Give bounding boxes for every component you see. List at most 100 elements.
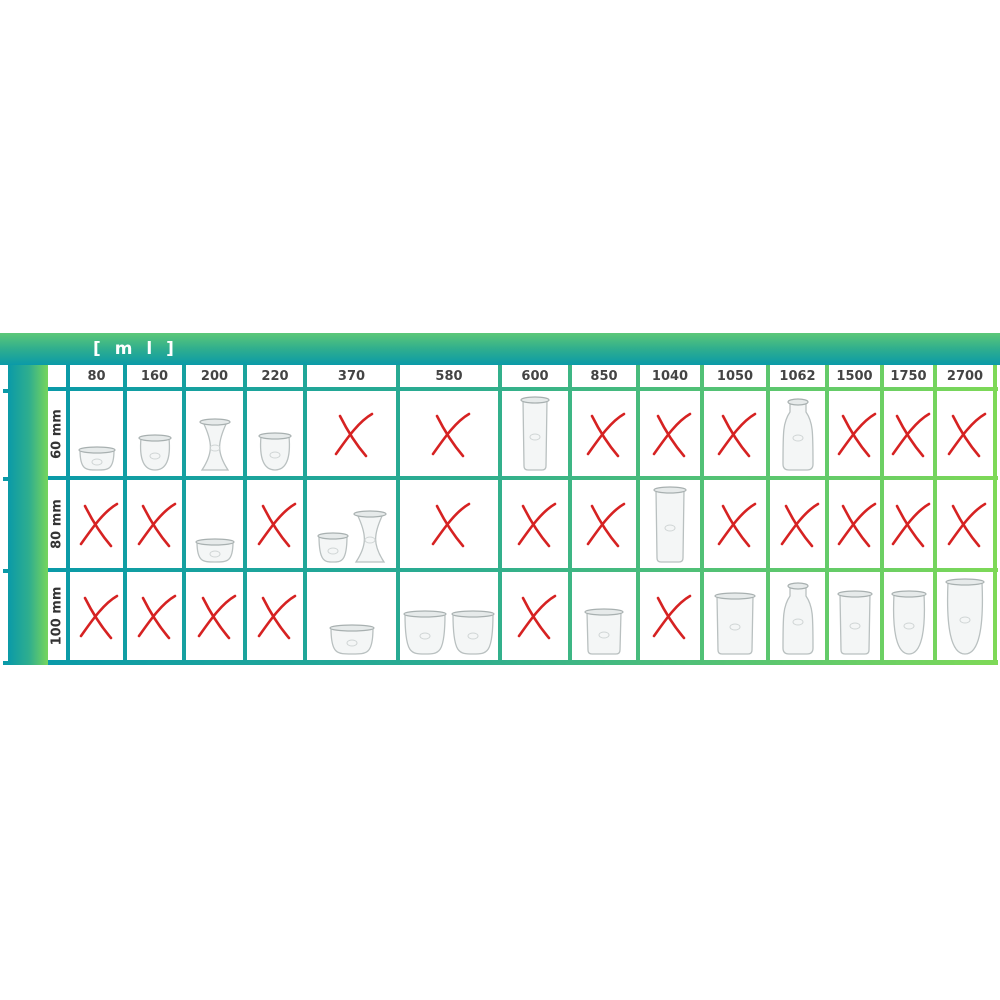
cross-icon (197, 594, 236, 640)
cross-icon (837, 412, 876, 457)
table-cell (829, 480, 880, 568)
table-cell (572, 391, 636, 476)
table-cell (186, 480, 243, 568)
row-label: 60 mm (48, 391, 66, 476)
column-header: 1040 (640, 365, 700, 387)
header-band (0, 333, 1000, 365)
column-header: 1500 (829, 365, 880, 387)
cross-icon (517, 594, 557, 640)
table-cell (502, 480, 568, 568)
column-header: 1062 (770, 365, 825, 387)
cross-icon (837, 502, 876, 548)
jar-icon (352, 510, 387, 563)
table-cell (937, 572, 993, 660)
table-cell (937, 480, 993, 568)
table-cell (502, 391, 568, 476)
row-label: 100 mm (48, 572, 66, 660)
table-cell (247, 391, 303, 476)
cross-icon (586, 502, 626, 548)
jar-icon (836, 590, 873, 655)
column-header: 1050 (704, 365, 766, 387)
row-label-text: 60 mm (49, 408, 65, 459)
table-cell (127, 391, 182, 476)
table-cell (400, 572, 498, 660)
cross-icon (257, 502, 297, 548)
cross-icon (947, 412, 987, 457)
column-edge (997, 391, 998, 476)
corner-cell (48, 365, 66, 387)
table-cell (572, 480, 636, 568)
column-header: 80 (70, 365, 123, 387)
table-cell (70, 391, 123, 476)
table-cell (127, 572, 182, 660)
table-cell (186, 391, 243, 476)
row-label-text: 100 mm (49, 586, 65, 646)
table-cell (186, 572, 243, 660)
table-cell (884, 391, 933, 476)
cross-icon (257, 594, 297, 640)
column-edge (997, 480, 998, 568)
column-edge (997, 572, 998, 660)
table-cell (770, 480, 825, 568)
table-cell (247, 572, 303, 660)
column-header: 2700 (937, 365, 993, 387)
column-header: 1750 (884, 365, 933, 387)
column-header: 850 (572, 365, 636, 387)
cross-icon (517, 502, 557, 548)
cross-icon (652, 594, 692, 640)
jar-icon (451, 610, 495, 655)
table-cell (640, 480, 700, 568)
jar-icon (198, 418, 231, 471)
table-cell (704, 572, 766, 660)
table-cell (127, 480, 182, 568)
column-header: 160 (127, 365, 182, 387)
cross-icon (586, 412, 626, 457)
table-cell (400, 391, 498, 476)
row-axis-band (8, 365, 50, 665)
jar-size-table: 80 160 200 220 370 580 600 850 1040 1050 1062 1500 1… (48, 365, 998, 665)
table-cell (572, 572, 636, 660)
cross-icon (947, 502, 987, 548)
table-cell (704, 480, 766, 568)
cross-icon (780, 502, 819, 548)
jar-icon (890, 590, 927, 655)
column-edge (997, 365, 998, 387)
jar-icon (584, 608, 624, 655)
table-cell (307, 391, 396, 476)
jar-icon (520, 396, 550, 471)
jar-icon (194, 538, 235, 563)
cross-icon (431, 502, 471, 548)
table-cell (70, 480, 123, 568)
jar-icon (403, 610, 447, 655)
jar-icon (137, 434, 172, 471)
grid-tick (3, 661, 9, 665)
row-label: 80 mm (48, 480, 66, 568)
table-cell (770, 391, 825, 476)
cross-icon (891, 412, 930, 457)
jar-icon (781, 398, 814, 471)
cross-icon (79, 502, 118, 548)
row-label-text: 80 mm (49, 499, 65, 549)
cross-icon (137, 502, 176, 548)
cross-icon (717, 412, 757, 457)
table-cell (829, 391, 880, 476)
table-cell (307, 480, 396, 568)
table-cell (884, 572, 933, 660)
unit-label: [ m l ] (93, 339, 178, 359)
table-cell (704, 391, 766, 476)
jar-icon (781, 582, 814, 655)
cross-icon (431, 412, 471, 457)
column-header: 580 (400, 365, 498, 387)
table-cell (400, 480, 498, 568)
column-header: 200 (186, 365, 243, 387)
jar-icon (653, 486, 687, 563)
jar-icon (945, 578, 985, 655)
table-cell (502, 572, 568, 660)
jar-icon (714, 592, 756, 655)
column-header: 220 (247, 365, 303, 387)
cross-icon (137, 594, 176, 640)
jar-icon (316, 532, 349, 563)
table-cell (829, 572, 880, 660)
cross-icon (717, 502, 757, 548)
table-cell (640, 572, 700, 660)
